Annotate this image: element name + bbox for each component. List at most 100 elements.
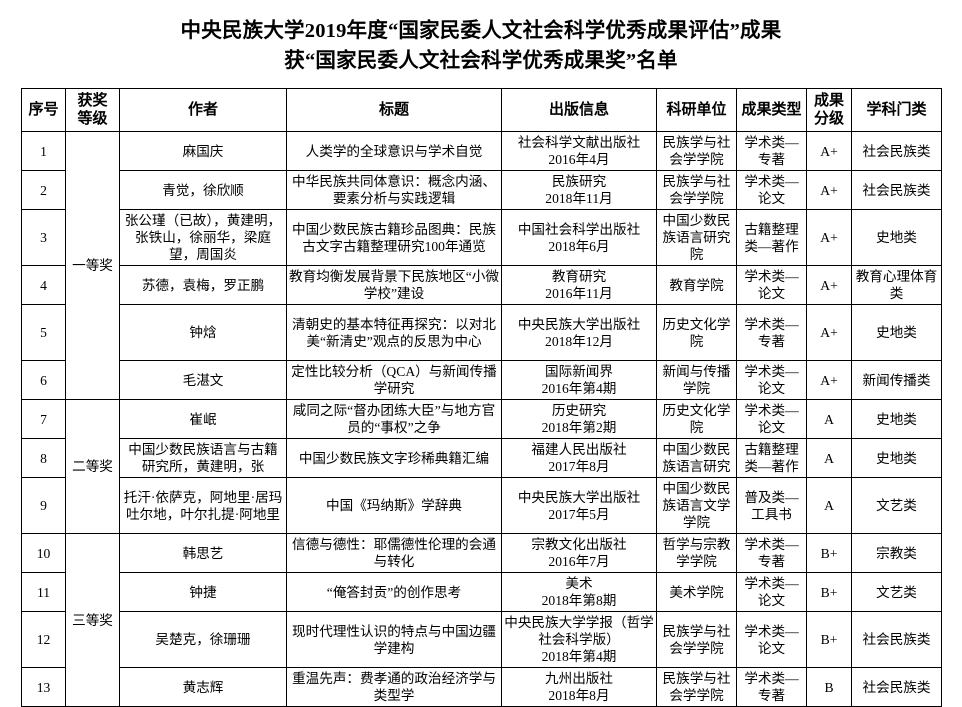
cell-type: 学术类—专著 xyxy=(736,304,807,361)
cell-author: 麻国庆 xyxy=(119,131,287,171)
cell-index: 9 xyxy=(21,477,66,534)
cell-title: 中国少数民族文字珍稀典籍汇编 xyxy=(286,438,502,478)
cell-title: 教育均衡发展背景下民族地区“小微学校”建设 xyxy=(286,265,502,305)
column-header-author: 作者 xyxy=(119,88,287,132)
table-row: 10 三等奖 韩思艺 信德与德性：耶儒德性伦理的会通与转化 宗教文化出版社 2016年7月… xyxy=(21,533,942,707)
column-header-grade: 成果 分级 xyxy=(806,88,852,132)
table-row: 11 钟捷 “俺答封贡”的创作思考 美术 2018年第8期 美术学院 学术类—论文 B+ 文艺类 xyxy=(21,572,942,612)
cell-grade: A xyxy=(806,438,852,478)
cell-author: 钟捷 xyxy=(119,572,287,612)
cell-title: 人类学的全球意识与学术自觉 xyxy=(286,131,502,171)
cell-unit: 新闻与传播学院 xyxy=(656,360,737,400)
cell-type: 学术类—论文 xyxy=(736,360,807,400)
cell-publication: 中央民族大学学报（哲学社会科学版） 2018年第4期 xyxy=(501,611,657,668)
cell-index: 4 xyxy=(21,265,66,305)
cell-type: 学术类—专著 xyxy=(736,131,807,171)
table-header: 序号 获奖 等级 作者 标题 出版信息 科研单位 成果类型 成果 分级 学科门类 xyxy=(21,88,942,132)
cell-unit: 民族学与社会学学院 xyxy=(656,611,737,668)
cell-title: 现时代理性认识的特点与中国边疆学建构 xyxy=(286,611,502,668)
column-header-publication: 出版信息 xyxy=(501,88,657,132)
cell-index: 6 xyxy=(21,360,66,400)
cell-unit: 教育学院 xyxy=(656,265,737,305)
cell-title: “俺答封贡”的创作思考 xyxy=(286,572,502,612)
cell-index: 13 xyxy=(21,667,66,707)
cell-unit: 中国少数民族语言文学学院 xyxy=(656,477,737,534)
cell-type: 古籍整理类—著作 xyxy=(736,438,807,478)
cell-unit: 民族学与社会学学院 xyxy=(656,170,737,210)
cell-author: 中国少数民族语言与古籍研究所，黄建明，张 xyxy=(119,438,287,478)
table-row: 1 一等奖 麻国庆 人类学的全球意识与学术自觉 社会科学文献出版社 2016年4月 民族学与… xyxy=(21,131,942,400)
cell-publication: 宗教文化出版社 2016年7月 xyxy=(501,533,657,573)
cell-discipline: 文艺类 xyxy=(851,572,942,612)
cell-unit: 民族学与社会学学院 xyxy=(656,667,737,707)
table-row: 9 托汗·依萨克，阿地里·居玛吐尔地，叶尔扎提·阿地里 中国《玛纳斯》学辞典 中央民族… xyxy=(21,477,942,534)
column-header-discipline: 学科门类 xyxy=(851,88,942,132)
cell-title: 中国少数民族古籍珍品图典：民族古文字古籍整理研究100年通览 xyxy=(286,209,502,266)
table-row: 8 中国少数民族语言与古籍研究所，黄建明，张 中国少数民族文字珍稀典籍汇编 福建人民出… xyxy=(21,438,942,478)
table-row: 2 青觉，徐欣顺 中华民族共同体意识：概念内涵、要素分析与实践逻辑 民族研究 2018年… xyxy=(21,170,942,210)
cell-grade: A+ xyxy=(806,360,852,400)
cell-unit: 历史文化学院 xyxy=(656,304,737,361)
cell-unit: 中国少数民族语言研究院 xyxy=(656,209,737,266)
cell-publication: 福建人民出版社 2017年8月 xyxy=(501,438,657,478)
cell-grade: A xyxy=(806,477,852,534)
cell-author: 青觉，徐欣顺 xyxy=(119,170,287,210)
table-body: 1 一等奖 麻国庆 人类学的全球意识与学术自觉 社会科学文献出版社 2016年4月 民族学与… xyxy=(21,131,942,707)
cell-index: 5 xyxy=(21,304,66,361)
table-row: 5 钟焓 清朝史的基本特征再探究：以对北美“新清史”观点的反思为中心 中央民族大学出版… xyxy=(21,304,942,361)
table-header-row: 序号 获奖 等级 作者 标题 出版信息 科研单位 成果类型 成果 分级 学科门类 xyxy=(21,88,942,132)
cell-discipline: 新闻传播类 xyxy=(851,360,942,400)
cell-title: 中华民族共同体意识：概念内涵、要素分析与实践逻辑 xyxy=(286,170,502,210)
cell-discipline: 社会民族类 xyxy=(851,611,942,668)
cell-discipline: 宗教类 xyxy=(851,533,942,573)
cell-discipline: 社会民族类 xyxy=(851,667,942,707)
cell-publication: 美术 2018年第8期 xyxy=(501,572,657,612)
cell-index: 7 xyxy=(21,399,66,439)
cell-grade: A+ xyxy=(806,170,852,210)
cell-author: 崔岷 xyxy=(119,399,287,439)
table-row: 3 张公瑾（已故），黄建明，张铁山，徐丽华，梁庭望，周国炎 中国少数民族古籍珍品图典… xyxy=(21,209,942,266)
cell-publication: 民族研究 2018年11月 xyxy=(501,170,657,210)
cell-grade: A+ xyxy=(806,265,852,305)
cell-discipline: 社会民族类 xyxy=(851,131,942,171)
cell-index: 1 xyxy=(21,131,66,171)
cell-title: 咸同之际“督办团练大臣”与地方官员的“事权”之争 xyxy=(286,399,502,439)
column-header-award-level-line1: 获奖 xyxy=(77,92,108,109)
cell-title: 定性比较分析（QCA）与新闻传播学研究 xyxy=(286,360,502,400)
page-title-line-2: 获“国家民委人文社会科学优秀成果奖”名单 xyxy=(284,50,678,72)
cell-grade: A xyxy=(806,399,852,439)
cell-grade: A+ xyxy=(806,304,852,361)
cell-discipline: 教育心理体育类 xyxy=(851,265,942,305)
cell-award-level: 三等奖 xyxy=(65,533,120,707)
cell-title: 重温先声：费孝通的政治经济学与类型学 xyxy=(286,667,502,707)
cell-author: 毛湛文 xyxy=(119,360,287,400)
cell-unit: 哲学与宗教学学院 xyxy=(656,533,737,573)
cell-type: 学术类—专著 xyxy=(736,533,807,573)
cell-publication: 国际新闻界 2016年第4期 xyxy=(501,360,657,400)
award-results-table: 序号 获奖 等级 作者 标题 出版信息 科研单位 成果类型 成果 分级 学科门类 xyxy=(21,88,942,707)
cell-publication: 社会科学文献出版社 2016年4月 xyxy=(501,131,657,171)
cell-type: 学术类—论文 xyxy=(736,170,807,210)
cell-index: 10 xyxy=(21,533,66,573)
cell-author: 黄志辉 xyxy=(119,667,287,707)
table-row: 4 苏德，袁梅，罗正鹏 教育均衡发展背景下民族地区“小微学校”建设 教育研究 2016年… xyxy=(21,265,942,305)
cell-type: 普及类—工具书 xyxy=(736,477,807,534)
cell-title: 清朝史的基本特征再探究：以对北美“新清史”观点的反思为中心 xyxy=(286,304,502,361)
cell-publication: 中央民族大学出版社 2018年12月 xyxy=(501,304,657,361)
cell-index: 2 xyxy=(21,170,66,210)
cell-unit: 中国少数民族语言研究 xyxy=(656,438,737,478)
cell-index: 12 xyxy=(21,611,66,668)
cell-author: 托汗·依萨克，阿地里·居玛吐尔地，叶尔扎提·阿地里 xyxy=(119,477,287,534)
table-row: 7 二等奖 崔岷 咸同之际“督办团练大臣”与地方官员的“事权”之争 历史研究 2018年第… xyxy=(21,399,942,534)
table-row: 6 毛湛文 定性比较分析（QCA）与新闻传播学研究 国际新闻界 2016年第4期 新闻与传… xyxy=(21,360,942,400)
cell-title: 中国《玛纳斯》学辞典 xyxy=(286,477,502,534)
cell-discipline: 社会民族类 xyxy=(851,170,942,210)
cell-unit: 历史文化学院 xyxy=(656,399,737,439)
cell-award-level: 一等奖 xyxy=(65,131,120,400)
cell-grade: B xyxy=(806,667,852,707)
cell-discipline: 史地类 xyxy=(851,304,942,361)
award-table-container: 序号 获奖 等级 作者 标题 出版信息 科研单位 成果类型 成果 分级 学科门类 xyxy=(21,88,942,707)
cell-author: 张公瑾（已故），黄建明，张铁山，徐丽华，梁庭望，周国炎 xyxy=(119,209,287,266)
cell-publication: 中央民族大学出版社 2017年5月 xyxy=(501,477,657,534)
cell-index: 8 xyxy=(21,438,66,478)
